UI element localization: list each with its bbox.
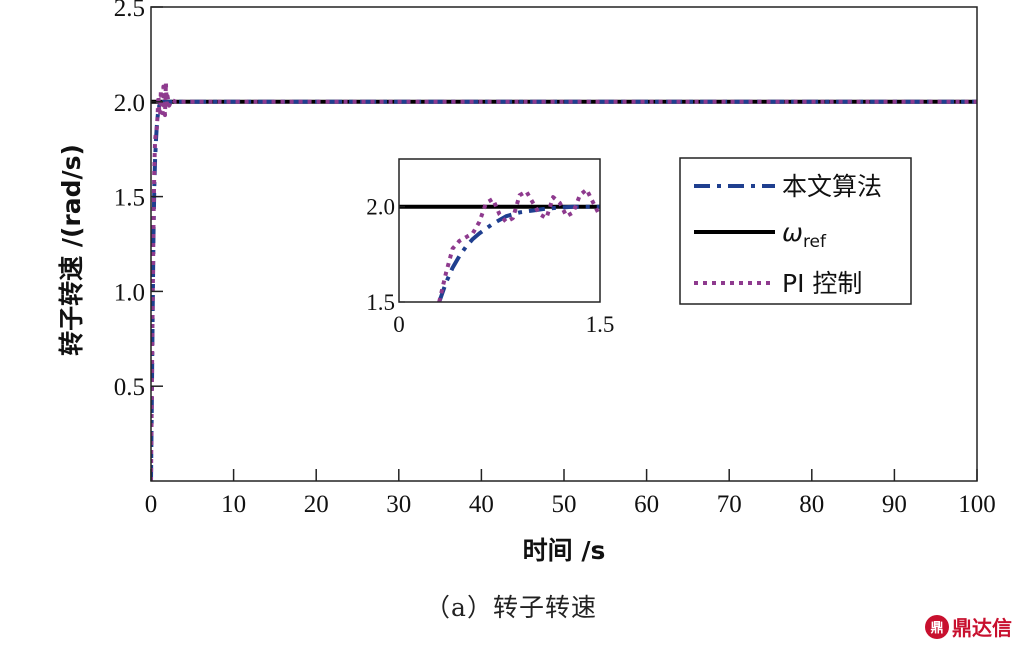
x-tick-label: 40 — [469, 491, 494, 518]
main-plot-marks — [151, 80, 977, 481]
y-axis-label: 转子转速 /(rad/s) — [57, 144, 86, 356]
y-tick-label: 1.5 — [114, 185, 145, 212]
inset-series-line-pi — [437, 187, 600, 302]
inset-axis-ticks: 0 1.51.52.0 — [366, 195, 614, 337]
x-tick-label: 20 — [304, 491, 329, 518]
x-tick-label: 90 — [882, 491, 907, 518]
inset-background — [399, 159, 600, 302]
watermark-logo-icon: 鼎 — [925, 614, 949, 639]
inset-plot-marks — [399, 187, 600, 302]
y-tick-label: 2.5 — [114, 0, 145, 22]
watermark-text: 鼎达信 — [952, 616, 1012, 640]
y-axis-ticks: 0.5 1.0 1.5 2.0 2.5 — [114, 0, 163, 401]
inset-series-line-proposed — [437, 204, 600, 302]
legend: 本文算法 ωref PI 控制 — [679, 157, 912, 305]
x-tick-label: 60 — [634, 491, 659, 518]
inset-y-tick-label: 1.5 — [366, 290, 395, 315]
x-tick-label: 0 — [145, 491, 158, 518]
legend-label-pi: PI 控制 — [782, 269, 862, 298]
y-tick-label: 0.5 — [114, 374, 145, 401]
figure-caption: （a）转子转速 — [425, 593, 597, 622]
x-axis-label: 时间 /s — [523, 536, 606, 565]
x-tick-label: 80 — [799, 491, 824, 518]
x-tick-label: 70 — [717, 491, 742, 518]
omega-symbol: ω — [782, 218, 803, 247]
inset-y-tick-label: 2.0 — [366, 195, 395, 220]
inset-x-tick-label: 0 — [393, 312, 405, 337]
x-axis-ticks: 0 10 20 30 40 50 60 70 80 90 100 — [145, 469, 996, 518]
y-tick-label: 1.0 — [114, 279, 145, 306]
y-tick-label: 2.0 — [114, 90, 145, 117]
inset-frame — [398, 158, 601, 303]
main-series-line-pi — [151, 80, 977, 481]
inset-x-tick-label: 1.5 — [586, 312, 615, 337]
x-tick-label: 10 — [221, 491, 246, 518]
x-tick-label: 30 — [386, 491, 411, 518]
watermark: 鼎 鼎达信 — [925, 612, 1012, 641]
legend-label-reference: ωref — [782, 218, 827, 252]
omega-subscript: ref — [803, 232, 827, 252]
legend-label-proposed: 本文算法 — [782, 172, 882, 201]
x-tick-label: 50 — [552, 491, 577, 518]
x-tick-label: 100 — [958, 491, 996, 518]
